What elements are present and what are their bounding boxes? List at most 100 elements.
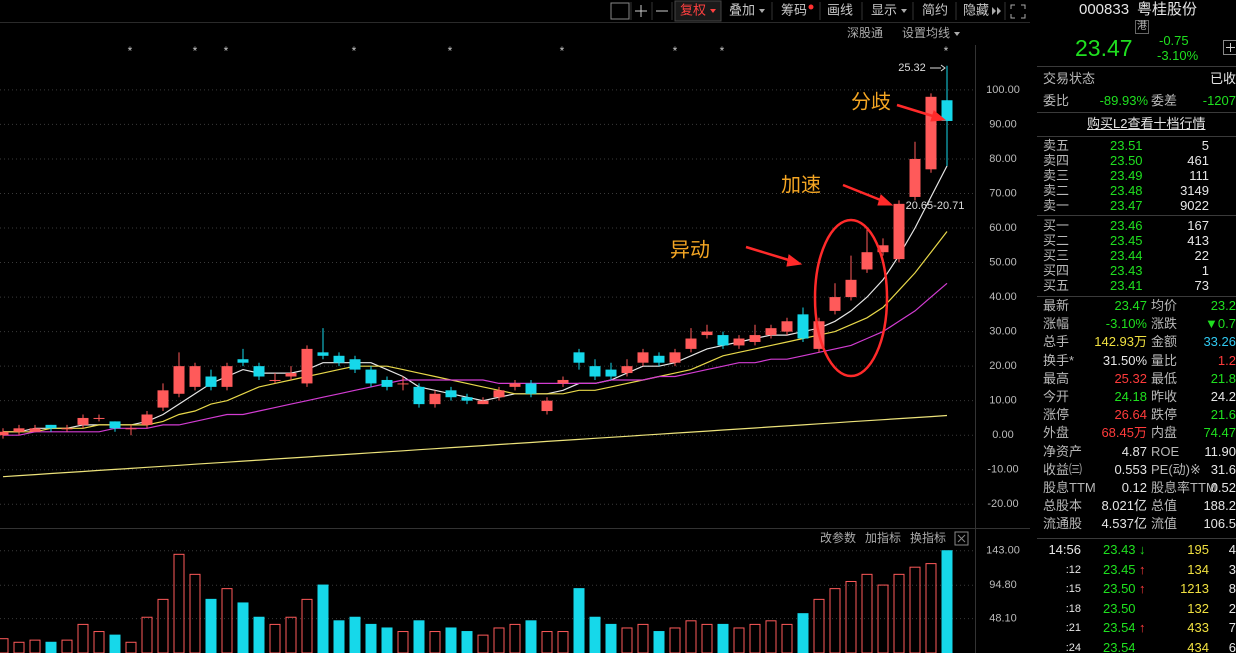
- button[interactable]: 筹码: [781, 2, 807, 17]
- volume-bar: [237, 602, 249, 653]
- add-button[interactable]: [1223, 40, 1236, 55]
- stat-value: 1.2: [1217, 352, 1236, 368]
- candle-body: [541, 400, 553, 412]
- trade-count: 4: [1228, 542, 1236, 557]
- candle-body: [733, 338, 745, 346]
- volume-bar: [45, 641, 57, 653]
- sub-button[interactable]: 深股通: [847, 26, 883, 40]
- button[interactable]: 画线: [827, 2, 853, 17]
- stat-label: 股息率TTM: [1151, 480, 1217, 495]
- stat-label: 总股本: [1043, 498, 1083, 514]
- candle-body: [109, 421, 121, 429]
- candle-body: [701, 331, 713, 336]
- trade-price: 23.54: [1103, 620, 1136, 636]
- toolbar: 复权 叠加 筹码 画线 显示 简约 隐藏: [610, 0, 1026, 22]
- trade-count: 7: [1228, 620, 1236, 636]
- stock-code: 000833: [1079, 1, 1130, 18]
- stat-value: 188.2: [1203, 498, 1236, 514]
- stat-value: 142.93万: [1094, 334, 1147, 350]
- book-price: 23.50: [1110, 153, 1143, 168]
- volume-bar: [717, 623, 729, 653]
- dot: [808, 4, 814, 10]
- l2-link[interactable]: 购买L2查看十档行情: [1087, 116, 1206, 131]
- candle-body: [445, 390, 457, 398]
- close-box[interactable]: [954, 531, 969, 546]
- book-price: 23.41: [1110, 278, 1143, 293]
- label: 委比: [1043, 93, 1070, 108]
- button[interactable]: 隐藏: [963, 2, 989, 17]
- volume-bar: [653, 631, 665, 653]
- stat-value: 24.18: [1114, 389, 1147, 404]
- candle-body: [573, 352, 585, 363]
- book-price: 23.45: [1110, 233, 1143, 248]
- separator: [1037, 112, 1236, 113]
- volume-bar: [333, 620, 345, 653]
- trade-time: :12: [1065, 563, 1081, 576]
- book-price: 23.46: [1110, 218, 1143, 233]
- value: 已收: [1209, 71, 1236, 86]
- indicator-button[interactable]: 加指标: [865, 530, 901, 545]
- indicator-button[interactable]: 改参数: [820, 530, 856, 545]
- button[interactable]: 叠加: [729, 2, 755, 17]
- volume-bar: [253, 616, 265, 653]
- fullscreen-icon[interactable]: [1010, 4, 1026, 19]
- stat-label: 流通股: [1043, 516, 1083, 532]
- trade-arrow: ↑: [1139, 620, 1146, 636]
- indicator-button[interactable]: 换指标: [910, 530, 946, 545]
- candle-body: [749, 335, 761, 342]
- book-price: 23.44: [1110, 248, 1143, 263]
- candle-body: [365, 369, 377, 384]
- stat-value: 31.6: [1210, 461, 1236, 477]
- trade-arrow: ↓: [1139, 542, 1146, 557]
- book-price: 23.51: [1110, 138, 1143, 153]
- candle-body: [205, 376, 217, 387]
- button[interactable]: 简约: [922, 2, 948, 17]
- trade-count: 8: [1228, 581, 1236, 597]
- trade-price: 23.54: [1103, 640, 1136, 653]
- y-tick-label: 70.00: [989, 187, 1017, 199]
- book-volume: 22: [1194, 248, 1209, 263]
- stat-value: 26.64: [1114, 407, 1147, 423]
- trade-price: 23.50: [1103, 600, 1136, 616]
- candle-body: [781, 321, 793, 332]
- book-label: 买三: [1043, 248, 1070, 263]
- trade-arrow: ↑: [1139, 581, 1146, 597]
- stat-label: 换手*: [1043, 352, 1075, 368]
- y-tick-label: 30.00: [989, 326, 1017, 338]
- volume-bar: [317, 584, 329, 653]
- book-label: 买四: [1043, 263, 1070, 278]
- y-tick-label: 40.00: [989, 291, 1017, 303]
- button-bg: [674, 0, 722, 22]
- trade-volume: 1213: [1180, 581, 1209, 597]
- lock-icon[interactable]: [610, 2, 630, 20]
- change: -0.75: [1159, 33, 1189, 48]
- sub-button[interactable]: 设置均线: [902, 26, 950, 40]
- volume-bar: [0, 638, 9, 653]
- trade-time: :21: [1065, 622, 1081, 635]
- book-volume: 413: [1187, 233, 1209, 248]
- button[interactable]: 显示: [871, 2, 897, 17]
- candle-body: [605, 369, 617, 377]
- book-price: 23.47: [1110, 198, 1143, 213]
- stat-label: 跌停: [1151, 407, 1178, 423]
- trade-price: 23.45: [1103, 561, 1136, 577]
- change-pct: -3.10%: [1157, 48, 1199, 63]
- candle-body: [429, 393, 441, 405]
- volume-bar: [525, 620, 537, 653]
- separator: [1037, 136, 1236, 137]
- book-label: 卖一: [1043, 198, 1070, 213]
- candle-body: [381, 379, 393, 387]
- stat-label: 涨停: [1043, 407, 1070, 423]
- book-volume: 1: [1201, 263, 1209, 278]
- label: 交易状态: [1043, 71, 1096, 86]
- candle-body: [93, 417, 105, 419]
- button[interactable]: 复权: [680, 2, 706, 17]
- trade-time: :24: [1065, 642, 1081, 653]
- volume-bar: [605, 623, 617, 653]
- volume-tick-label: 143.00: [986, 545, 1020, 557]
- separator: [1037, 66, 1236, 67]
- stat-label: 总值: [1151, 498, 1178, 514]
- stat-value: 0.553: [1114, 461, 1147, 477]
- trade-volume: 132: [1187, 600, 1209, 616]
- candle-body: [125, 428, 137, 430]
